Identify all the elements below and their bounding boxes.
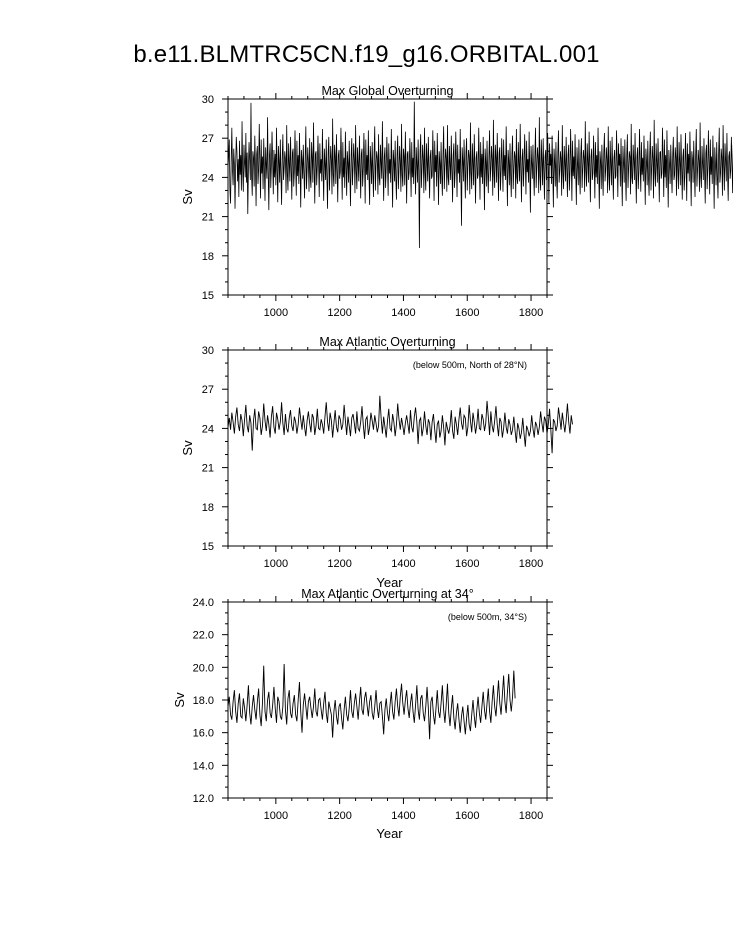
y-tick-label: 30 <box>202 94 214 106</box>
x-tick-label: 1000 <box>264 307 288 319</box>
x-tick-label: 1200 <box>327 558 351 570</box>
series-line <box>227 664 516 740</box>
x-tick-label: 1800 <box>519 810 543 822</box>
x-tick-label: 1000 <box>264 558 288 570</box>
x-tick-label: 1600 <box>455 307 479 319</box>
y-tick-label: 24 <box>202 172 214 184</box>
x-tick-label: 1600 <box>455 558 479 570</box>
chart-title: Max Atlantic Overturning <box>319 335 455 349</box>
y-tick-label: 21 <box>202 463 214 475</box>
chart-subtitle: (below 500m, North of 28°N) <box>413 360 527 370</box>
y-tick-label: 18 <box>202 251 214 263</box>
y-tick-label: 24 <box>202 423 214 435</box>
plot-frame <box>227 349 548 547</box>
x-tick-label: 1000 <box>264 810 288 822</box>
y-tick-label: 15 <box>202 541 214 553</box>
x-tick-label: 1400 <box>391 558 415 570</box>
x-tick-label: 1200 <box>327 810 351 822</box>
x-tick-label: 1800 <box>519 307 543 319</box>
y-tick-label: 18 <box>202 502 214 514</box>
y-tick-label: 12.0 <box>193 793 214 805</box>
y-tick-label: 18.0 <box>193 695 214 707</box>
y-axis-label: Sv <box>180 440 195 456</box>
y-tick-label: 20.0 <box>193 662 214 674</box>
x-axis-label: Year <box>376 826 403 841</box>
plot-frame <box>227 601 548 799</box>
y-tick-label: 14.0 <box>193 760 214 772</box>
x-tick-label: 1200 <box>327 307 351 319</box>
page-title: b.e11.BLMTRC5CN.f19_g16.ORBITAL.001 <box>133 41 600 68</box>
series-line <box>227 395 573 454</box>
x-axis-label: Year <box>376 575 403 590</box>
x-tick-label: 1800 <box>519 558 543 570</box>
y-tick-label: 22.0 <box>193 630 214 642</box>
series-line <box>227 101 733 248</box>
y-tick-label: 15 <box>202 290 214 302</box>
plot-frame <box>227 98 548 296</box>
chart-panel-atlantic: 1000 1200 1400 1600 1800 15 18 21 24 27 30 Max Atla… <box>180 335 573 590</box>
y-tick-label: 27 <box>202 133 214 145</box>
chart-title: Max Global Overturning <box>321 84 453 98</box>
chart-panel-atlantic-34: 1000 1200 1400 1600 1800 12.0 14.0 16.0 18.0 20.0… <box>172 587 553 841</box>
x-tick-label: 1400 <box>391 810 415 822</box>
x-tick-label: 1600 <box>455 810 479 822</box>
chart-panel-global: 1000 1200 1400 1600 1800 15 18 21 24 27 30 Max Glob… <box>180 84 733 319</box>
x-tick-label: 1400 <box>391 307 415 319</box>
y-axis-label: Sv <box>180 189 195 205</box>
chart-subtitle: (below 500m, 34°S) <box>448 612 527 622</box>
chart-title: Max Atlantic Overturning at 34° <box>301 587 473 601</box>
y-tick-label: 21 <box>202 212 214 224</box>
y-tick-label: 16.0 <box>193 728 214 740</box>
y-tick-label: 30 <box>202 345 214 357</box>
y-tick-label: 27 <box>202 384 214 396</box>
y-tick-label: 24.0 <box>193 597 214 609</box>
y-axis-label: Sv <box>172 692 187 708</box>
